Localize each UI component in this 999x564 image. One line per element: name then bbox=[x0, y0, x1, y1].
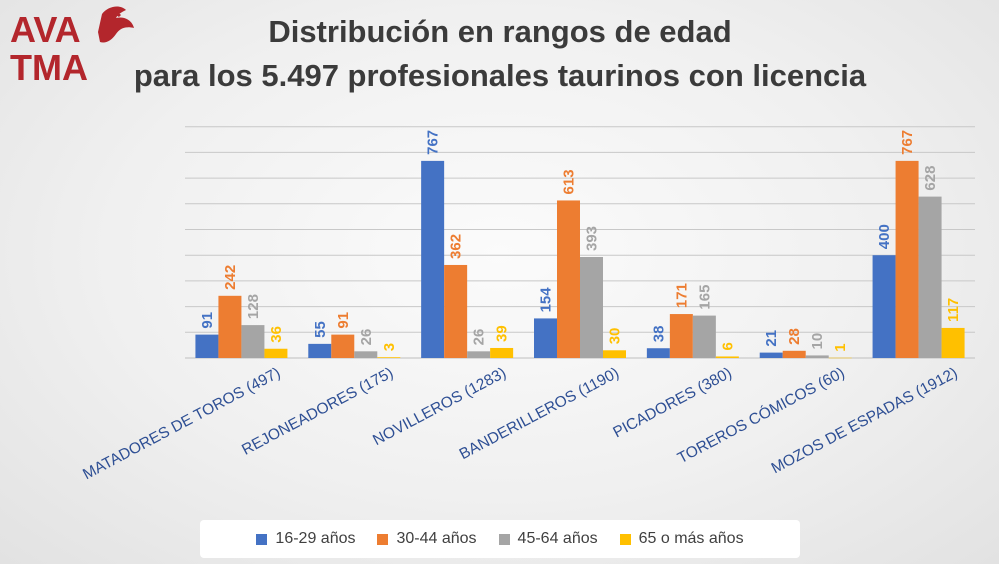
bar-2-3 bbox=[490, 347, 514, 358]
data-label: 21 bbox=[763, 330, 780, 347]
legend-label: 45-64 años bbox=[517, 530, 598, 547]
data-label: 91 bbox=[199, 312, 216, 329]
bull-logo-icon: AVA TMA bbox=[10, 6, 134, 88]
bar-6-0 bbox=[872, 255, 896, 358]
bar-6-3 bbox=[941, 327, 965, 358]
data-label: 165 bbox=[696, 285, 713, 310]
bar-6-1 bbox=[895, 160, 919, 358]
legend-swatch-blue bbox=[256, 533, 268, 545]
data-label: 128 bbox=[245, 294, 262, 319]
data-label: 38 bbox=[650, 326, 667, 343]
data-label: 400 bbox=[876, 224, 893, 249]
data-label: 10 bbox=[809, 333, 826, 350]
logo-text-bottom: TMA bbox=[10, 47, 88, 84]
bar-1-1 bbox=[331, 334, 355, 358]
chart-title: Distribución en rangos de edad para los … bbox=[60, 10, 940, 98]
bar-1-3 bbox=[377, 357, 401, 358]
bar-0-2 bbox=[241, 325, 265, 358]
legend-swatch-orange bbox=[377, 533, 389, 545]
data-label: 362 bbox=[448, 234, 465, 259]
chart-title-line-2: para los 5.497 profesionales taurinos co… bbox=[133, 58, 867, 93]
data-label: 1 bbox=[832, 343, 849, 351]
bar-5-1 bbox=[782, 350, 806, 358]
data-label: 39 bbox=[494, 325, 511, 342]
bar-5-2 bbox=[805, 355, 829, 358]
bar-4-2 bbox=[692, 315, 716, 358]
data-label: 28 bbox=[786, 328, 803, 345]
bar-4-3 bbox=[715, 356, 739, 358]
chart-title-line-1: Distribución en rangos de edad bbox=[268, 14, 732, 49]
data-label: 55 bbox=[312, 321, 329, 338]
bar-0-1 bbox=[218, 295, 242, 358]
data-label: 154 bbox=[538, 287, 555, 313]
bar-1-0 bbox=[308, 343, 332, 358]
data-label: 26 bbox=[471, 329, 488, 346]
data-label: 36 bbox=[268, 326, 285, 343]
legend-label: 16-29 años bbox=[275, 530, 356, 547]
bar-0-3 bbox=[264, 348, 288, 358]
data-label: 6 bbox=[719, 342, 736, 350]
data-label: 91 bbox=[335, 312, 352, 329]
data-label: 628 bbox=[922, 166, 939, 191]
legend-swatch-gray bbox=[498, 533, 510, 545]
legend-swatch-yellow bbox=[619, 533, 631, 545]
data-label: 393 bbox=[584, 226, 601, 251]
bar-2-2 bbox=[467, 351, 491, 358]
data-label: 767 bbox=[899, 130, 916, 155]
bar-3-0 bbox=[534, 318, 557, 358]
legend-label: 30-44 años bbox=[396, 530, 477, 547]
bar-5-0 bbox=[759, 352, 783, 358]
legend-item-45-64: 45-64 años bbox=[498, 530, 598, 548]
data-label: 30 bbox=[607, 328, 624, 345]
category-label: MOZOS DE ESPADAS (1912) bbox=[769, 365, 961, 478]
data-label: 171 bbox=[673, 283, 690, 308]
avatma-logo: AVA TMA bbox=[8, 4, 148, 88]
bar-3-3 bbox=[603, 350, 626, 358]
bar-2-1 bbox=[444, 264, 468, 358]
logo-text-top: AVA bbox=[10, 9, 81, 50]
data-label: 242 bbox=[222, 265, 239, 290]
bar-4-1 bbox=[669, 314, 693, 358]
data-label: 117 bbox=[945, 298, 962, 322]
data-label: 3 bbox=[381, 343, 398, 351]
bar-5-3 bbox=[828, 357, 852, 359]
bar-1-2 bbox=[354, 351, 378, 358]
data-label: 26 bbox=[358, 329, 375, 346]
chart-legend: 16-29 años 30-44 años 45-64 años 65 o má… bbox=[200, 520, 800, 558]
data-label: 613 bbox=[561, 169, 578, 194]
legend-item-30-44: 30-44 años bbox=[377, 530, 477, 548]
legend-item-65-plus: 65 o más años bbox=[619, 530, 744, 548]
bar-2-0 bbox=[421, 160, 445, 358]
category-label: MATADORES DE TOROS (497) bbox=[80, 365, 283, 484]
legend-label: 65 o más años bbox=[638, 530, 744, 547]
legend-item-16-29: 16-29 años bbox=[256, 530, 355, 548]
bar-4-0 bbox=[646, 348, 670, 358]
bar-3-1 bbox=[557, 200, 580, 358]
bar-6-2 bbox=[918, 196, 942, 358]
bar-3-2 bbox=[580, 256, 603, 358]
bar-0-0 bbox=[195, 334, 219, 358]
data-label: 767 bbox=[425, 130, 442, 155]
